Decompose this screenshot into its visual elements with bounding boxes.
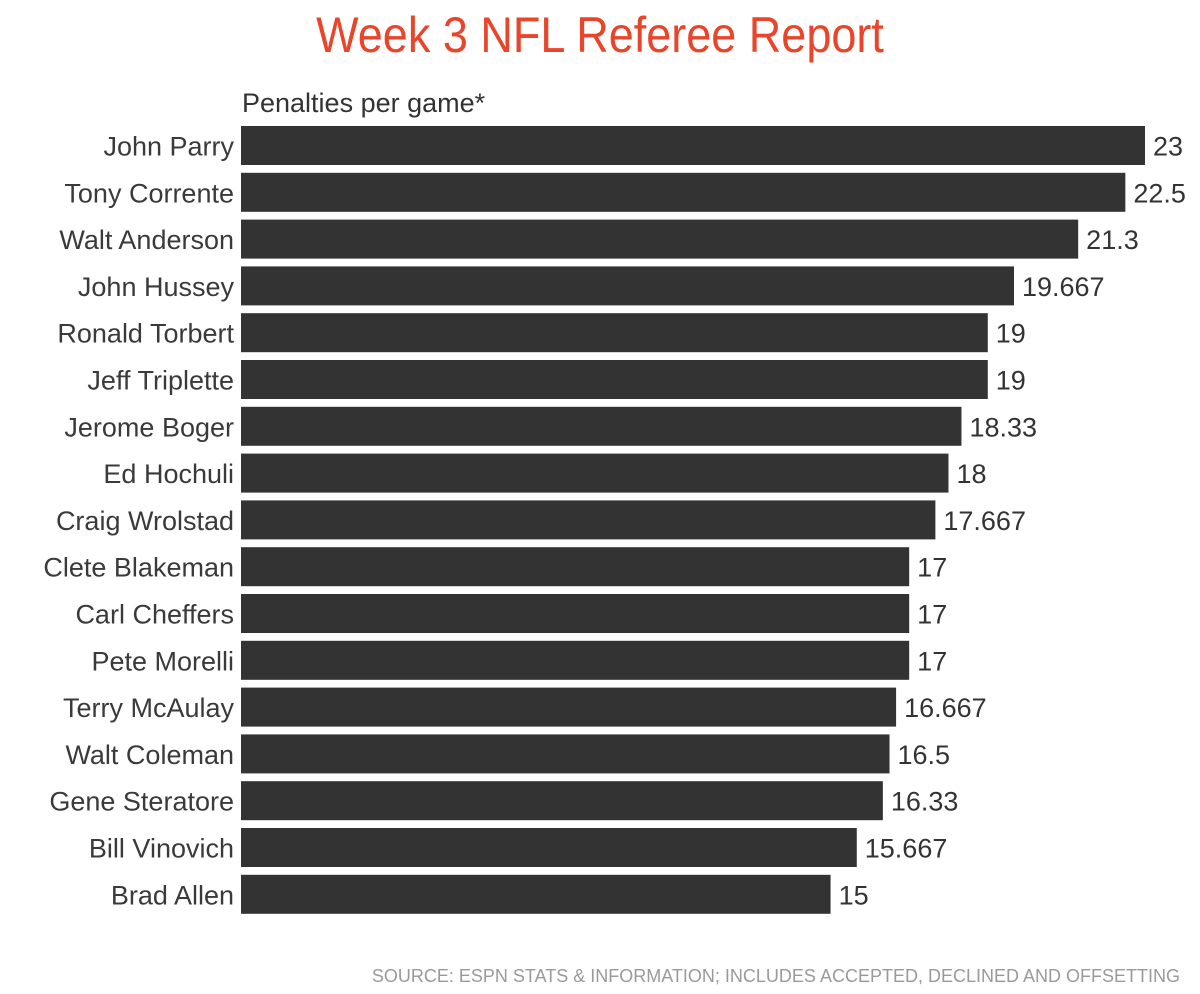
bar-pete-morelli (241, 640, 910, 680)
bar-bill-vinovich (241, 828, 857, 867)
category-label: Jeff Triplette (87, 366, 234, 396)
value-label: 21.3 (1086, 225, 1139, 255)
category-label: Gene Steratore (49, 787, 234, 817)
bar-brad-allen (241, 874, 831, 914)
category-label: Craig Wrolstad (56, 506, 234, 536)
value-label: 17 (917, 600, 947, 630)
value-label: 18 (956, 459, 986, 489)
value-label: 16.667 (904, 693, 987, 723)
value-label: 19 (996, 319, 1026, 349)
bar-terry-mcaulay (241, 687, 897, 727)
category-label: Ronald Torbert (57, 319, 234, 349)
bar-ed-hochuli (241, 453, 949, 493)
category-label: Terry McAulay (63, 693, 235, 723)
value-label: 17 (917, 553, 947, 583)
bar-john-parry (241, 126, 1145, 165)
category-label: Walt Anderson (59, 225, 234, 255)
category-label: Walt Coleman (65, 740, 234, 770)
value-label: 15 (839, 880, 869, 910)
category-label: Pete Morelli (91, 646, 234, 676)
bar-john-hussey (241, 266, 1014, 306)
value-label: 22.5 (1133, 178, 1186, 208)
value-label: 19.667 (1022, 272, 1105, 302)
bar-craig-wrolstad (241, 500, 936, 540)
bar-tony-corrente (241, 172, 1126, 212)
value-label: 23 (1153, 132, 1183, 162)
chart-subtitle: Penalties per game* (242, 88, 486, 118)
category-label: Clete Blakeman (43, 553, 234, 583)
value-label: 17 (917, 646, 947, 676)
bar-clete-blakeman (241, 547, 910, 587)
value-label: 15.667 (865, 834, 948, 864)
category-label: John Parry (103, 132, 234, 162)
chart-title: Week 3 NFL Referee Report (316, 7, 884, 63)
category-label: Bill Vinovich (89, 834, 234, 864)
source-note: SOURCE: ESPN STATS & INFORMATION; INCLUD… (371, 966, 1180, 986)
value-label: 17.667 (943, 506, 1026, 536)
bar-jerome-boger (241, 406, 962, 446)
value-label: 18.33 (969, 412, 1037, 442)
value-label: 16.5 (898, 740, 951, 770)
value-label: 16.33 (891, 787, 959, 817)
bar-walt-anderson (241, 219, 1079, 259)
bar-walt-coleman (241, 734, 890, 774)
bar-ronald-torbert (241, 313, 988, 353)
bar-jeff-triplette (241, 360, 988, 399)
category-label: Jerome Boger (64, 412, 234, 442)
category-label: Tony Corrente (64, 178, 234, 208)
bar-carl-cheffers (241, 594, 910, 633)
category-label: Ed Hochuli (103, 459, 234, 489)
category-label: John Hussey (78, 272, 235, 302)
category-label: Brad Allen (111, 880, 234, 910)
bar-gene-steratore (241, 781, 883, 821)
category-label: Carl Cheffers (75, 600, 234, 630)
value-label: 19 (996, 366, 1026, 396)
